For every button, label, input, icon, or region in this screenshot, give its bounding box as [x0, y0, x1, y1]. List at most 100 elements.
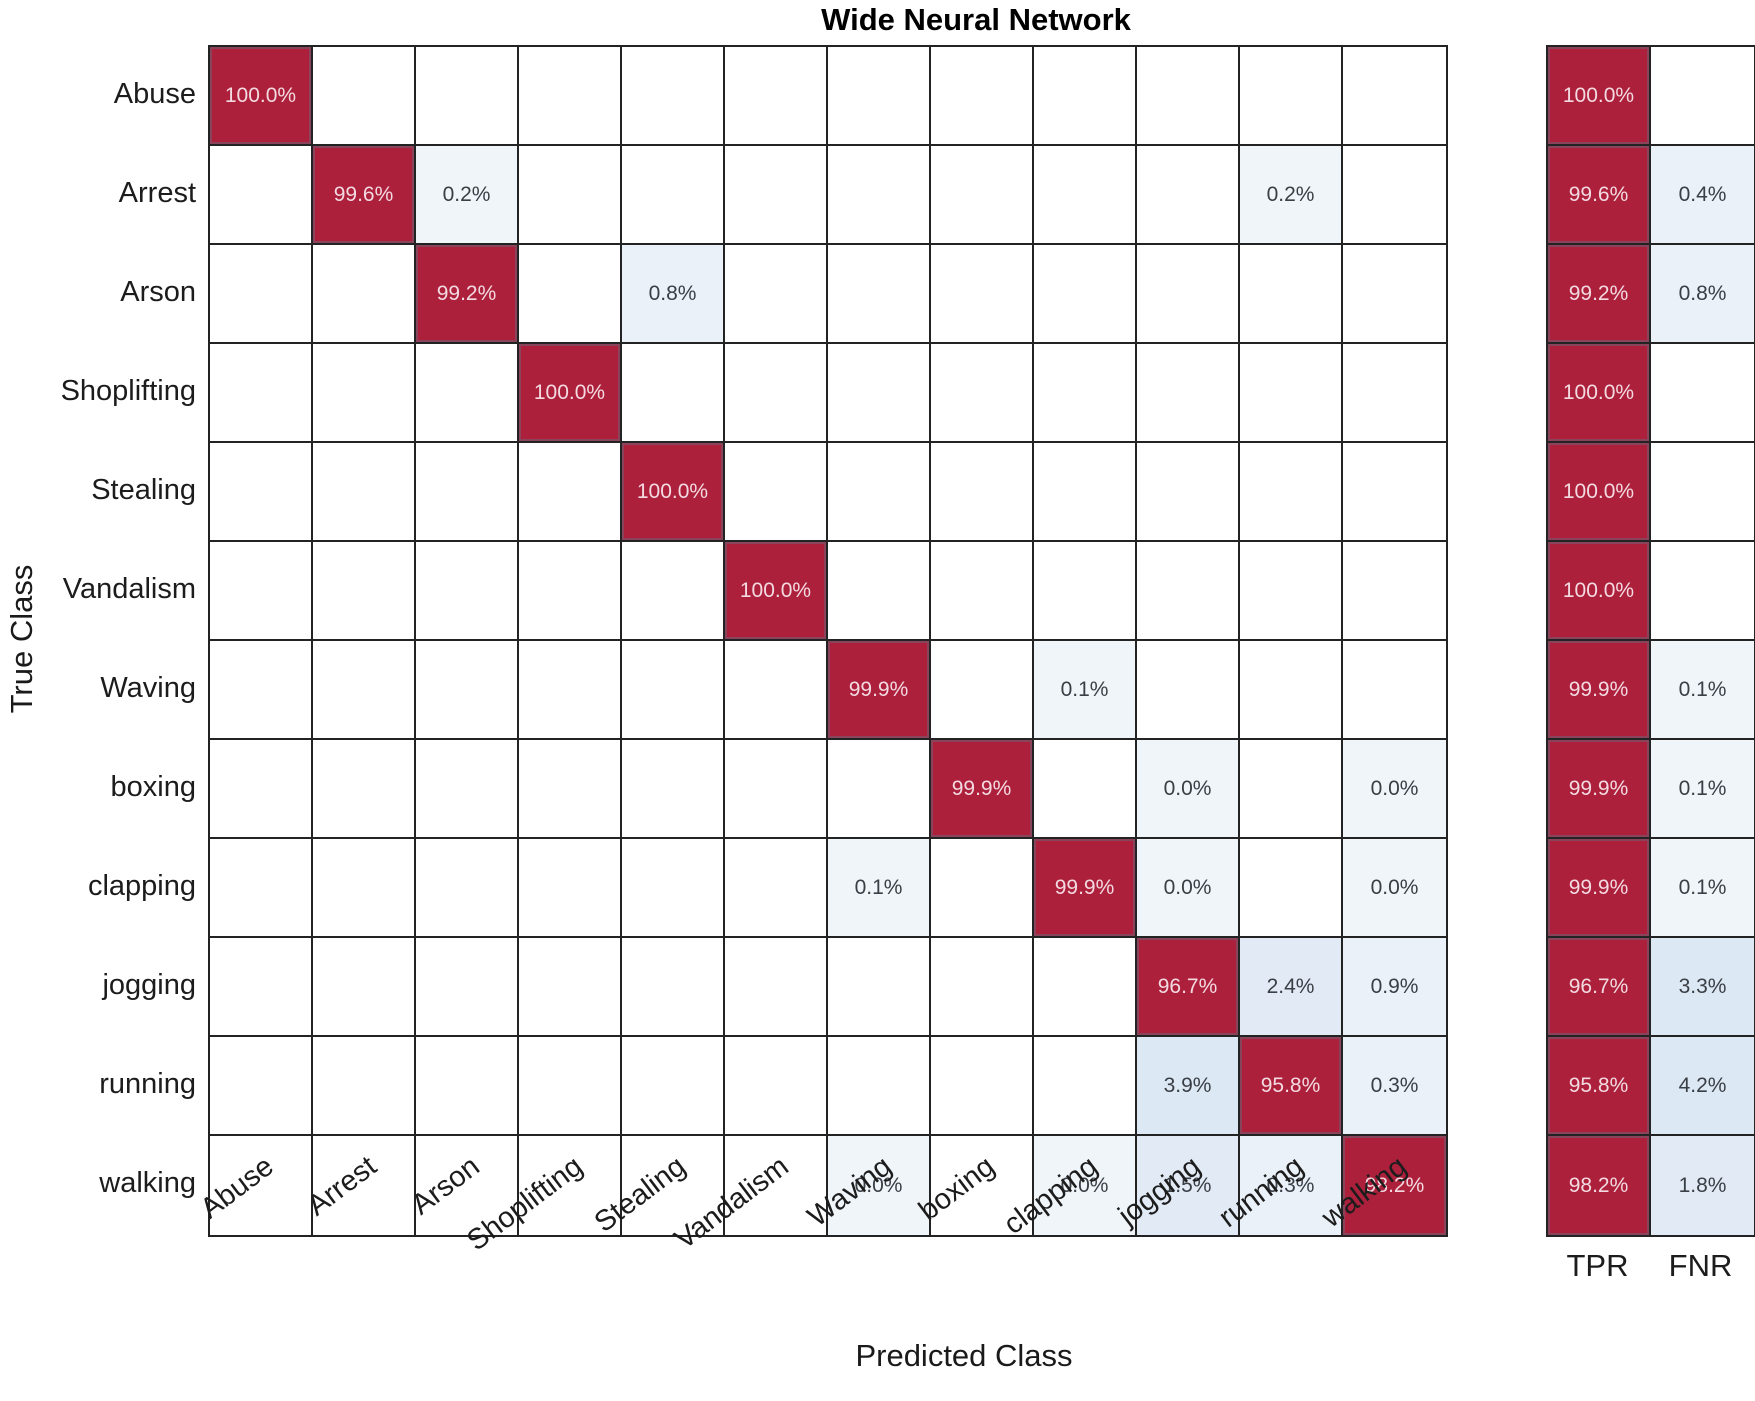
matrix-cell [828, 443, 931, 542]
matrix-cell [313, 47, 416, 146]
matrix-cell: 0.0% [1343, 740, 1446, 839]
matrix-cell [931, 1136, 1034, 1235]
matrix-cell [1137, 344, 1240, 443]
matrix-cell [725, 938, 828, 1037]
y-tick-label: Waving [100, 672, 196, 704]
matrix-cell [828, 344, 931, 443]
summary-fnr-cell: 1.8% [1651, 1136, 1754, 1235]
matrix-cell [210, 1136, 313, 1235]
matrix-cell [1240, 641, 1343, 740]
matrix-cell [1034, 938, 1137, 1037]
matrix-cell: 0.3% [1240, 1136, 1343, 1235]
matrix-cell [1343, 47, 1446, 146]
summary-tpr-cell: 99.6% [1548, 146, 1651, 245]
matrix-cell: 0.2% [1240, 146, 1343, 245]
summary-fnr-cell [1651, 344, 1754, 443]
chart-title: Wide Neural Network [821, 2, 1131, 37]
matrix-cell: 0.8% [622, 245, 725, 344]
matrix-cell [725, 47, 828, 146]
matrix-cell [1240, 740, 1343, 839]
y-tick-label: Vandalism [62, 573, 196, 605]
matrix-cell: 0.2% [416, 146, 519, 245]
matrix-cell [622, 740, 725, 839]
summary-fnr-cell: 0.1% [1651, 641, 1754, 740]
matrix-cell [725, 344, 828, 443]
matrix-cell [828, 542, 931, 641]
matrix-cell [1034, 740, 1137, 839]
matrix-cell [622, 344, 725, 443]
summary-tpr-cell: 100.0% [1548, 344, 1651, 443]
matrix-cell [519, 245, 622, 344]
matrix-cell [210, 740, 313, 839]
matrix-cell [519, 641, 622, 740]
matrix-cell: 99.9% [931, 740, 1034, 839]
matrix-cell [725, 740, 828, 839]
matrix-cell [828, 47, 931, 146]
matrix-cell [1137, 641, 1240, 740]
matrix-cell [725, 641, 828, 740]
matrix-cell [828, 146, 931, 245]
y-tick-label: clapping [87, 870, 196, 902]
matrix-cell: 99.2% [416, 245, 519, 344]
matrix-cell: 99.9% [828, 641, 931, 740]
matrix-cell [313, 938, 416, 1037]
y-tick-label: jogging [102, 969, 196, 1001]
matrix-cell: 0.0% [1137, 839, 1240, 938]
matrix-cell [210, 938, 313, 1037]
matrix-cell [313, 245, 416, 344]
matrix-cell [725, 443, 828, 542]
matrix-cell [416, 1136, 519, 1235]
matrix-cell: 99.9% [1034, 839, 1137, 938]
matrix-cell [1343, 146, 1446, 245]
matrix-cell [1137, 443, 1240, 542]
matrix-cell [416, 47, 519, 146]
matrix-cell [519, 542, 622, 641]
summary-fnr-cell: 0.8% [1651, 245, 1754, 344]
matrix-cell [313, 839, 416, 938]
matrix-cell: 0.1% [828, 839, 931, 938]
matrix-cell: 0.1% [1034, 641, 1137, 740]
matrix-cell [1034, 443, 1137, 542]
matrix-cell: 0.0% [828, 1136, 931, 1235]
y-tick-label: Abuse [113, 78, 196, 110]
summary-tpr-cell: 99.9% [1548, 641, 1651, 740]
summary-tpr-cell: 99.2% [1548, 245, 1651, 344]
summary-tpr-cell: 99.9% [1548, 839, 1651, 938]
summary-tpr-cell: 95.8% [1548, 1037, 1651, 1136]
matrix-cell: 0.9% [1343, 938, 1446, 1037]
matrix-cell [931, 641, 1034, 740]
matrix-cell [1343, 443, 1446, 542]
matrix-cell [931, 1037, 1034, 1136]
matrix-cell [828, 1037, 931, 1136]
matrix-cell [313, 641, 416, 740]
summary-fnr-cell: 3.3% [1651, 938, 1754, 1037]
matrix-cell [931, 542, 1034, 641]
matrix-cell: 95.8% [1240, 1037, 1343, 1136]
matrix-cell [416, 938, 519, 1037]
matrix-cell [1343, 641, 1446, 740]
summary-grid: 100.0% 99.6% 0.4% 99.2% 0.8% 100.0% 100.0% 100.… [1546, 45, 1755, 1237]
y-tick-label: walking [99, 1167, 196, 1199]
matrix-cell [1137, 245, 1240, 344]
matrix-cell [1034, 1037, 1137, 1136]
matrix-cell: 100.0% [725, 542, 828, 641]
matrix-cell [828, 740, 931, 839]
matrix-cell [1034, 146, 1137, 245]
matrix-cell [1034, 344, 1137, 443]
matrix-cell [210, 344, 313, 443]
matrix-cell [416, 542, 519, 641]
matrix-cell [313, 1136, 416, 1235]
matrix-cell [210, 1037, 313, 1136]
summary-fnr-cell: 0.1% [1651, 839, 1754, 938]
matrix-cell [313, 443, 416, 542]
matrix-cell [1240, 443, 1343, 542]
matrix-cell [519, 146, 622, 245]
matrix-cell: 0.0% [1137, 740, 1240, 839]
matrix-cell [210, 839, 313, 938]
matrix-cell: 100.0% [622, 443, 725, 542]
matrix-cell [725, 1136, 828, 1235]
matrix-cell: 0.0% [1343, 839, 1446, 938]
matrix-cell [1240, 47, 1343, 146]
matrix-cell [622, 1037, 725, 1136]
fnr-column-label: FNR [1668, 1248, 1733, 1283]
